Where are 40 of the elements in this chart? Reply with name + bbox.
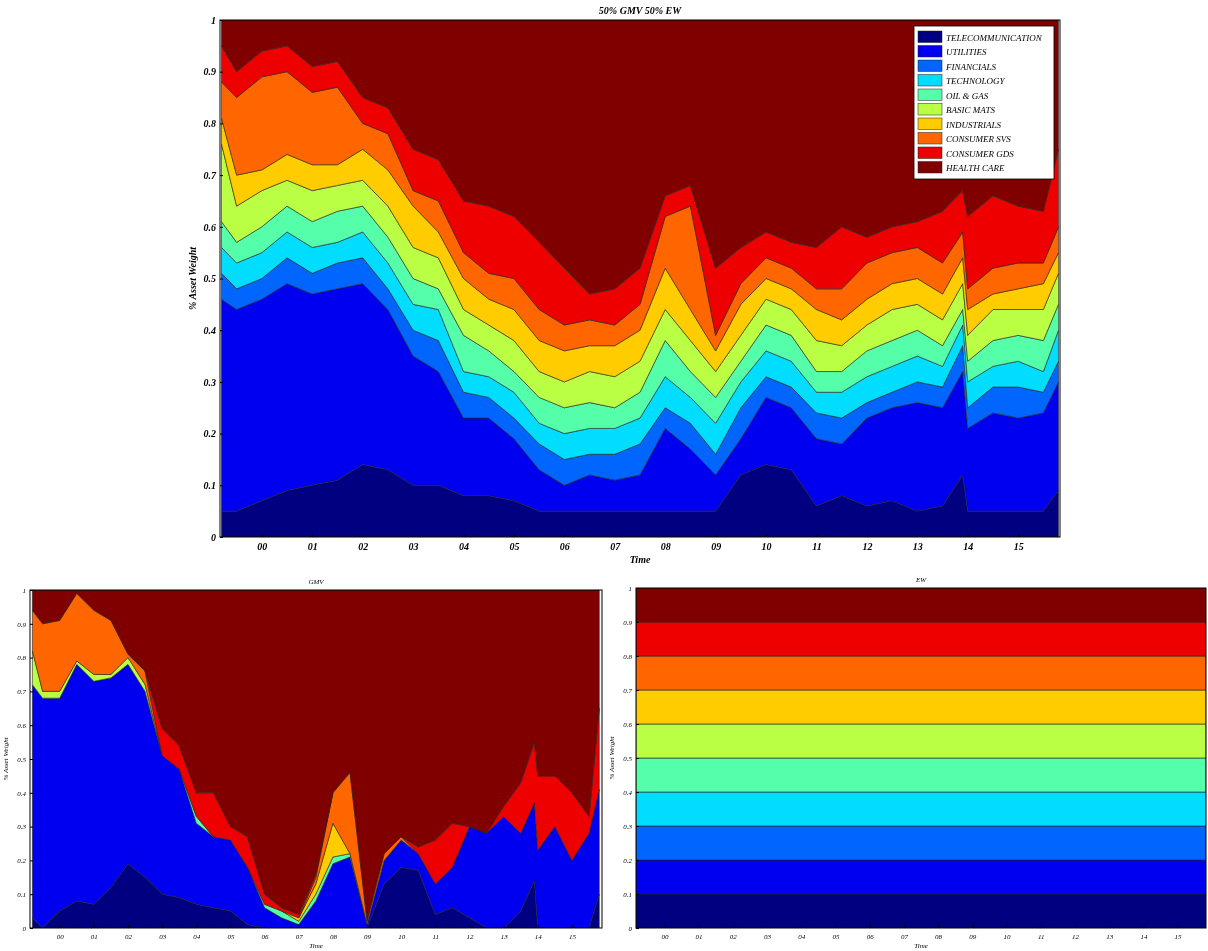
legend-label: UTILITIES — [946, 47, 987, 57]
legend-label: CONSUMER GDS — [946, 148, 1015, 159]
y-tick-label: 0.6 — [203, 221, 216, 233]
y-tick-label: 0.5 — [203, 273, 216, 285]
x-tick-label: 11 — [812, 541, 822, 553]
x-tick-label: 15 — [1013, 541, 1024, 553]
y-tick-label: 0.9 — [203, 66, 216, 78]
y-tick-label: 0.7 — [203, 169, 217, 181]
x-tick-label: 03 — [408, 541, 419, 553]
x-tick-label: 00 — [257, 541, 268, 553]
legend-label: TELECOMMUNICATION — [946, 32, 1043, 43]
y-tick-label: 0.8 — [203, 118, 216, 130]
legend-label: INDUSTRIALS — [945, 119, 1002, 130]
y-axis-title: % Asset Weight — [187, 245, 198, 311]
x-tick-label: 08 — [660, 541, 671, 553]
y-tick-label: 0.4 — [203, 324, 216, 336]
x-tick-label: 07 — [610, 541, 622, 553]
x-tick-label: 06 — [559, 541, 570, 553]
x-tick-label: 10 — [761, 541, 772, 553]
x-tick-label: 09 — [711, 541, 722, 553]
x-tick-label: 14 — [963, 541, 974, 553]
x-tick-label: 05 — [509, 541, 520, 553]
legend-label: CONSUMER SVS — [946, 134, 1012, 144]
x-tick-label: 12 — [862, 541, 873, 553]
y-tick-label: 0.2 — [203, 428, 216, 440]
x-tick-label: 13 — [912, 541, 923, 553]
legend-label: BASIC MATS — [946, 105, 996, 115]
x-tick-label: 01 — [307, 541, 318, 553]
chart-title: 50% GMV 50% EW — [598, 5, 683, 16]
y-tick-label: 0.3 — [203, 376, 216, 388]
legend-label: TECHNOLOGY — [946, 76, 1006, 86]
x-tick-label: 02 — [358, 541, 369, 553]
x-axis-title: Time — [629, 554, 651, 565]
legend-label: FINANCIALS — [945, 61, 997, 72]
y-tick-label: 1 — [211, 14, 216, 26]
series-label: HEALTH CARE — [945, 163, 1006, 173]
y-tick-label: 0.1 — [203, 480, 216, 491]
y-tick-label: 0 — [211, 531, 216, 543]
x-tick-label: 04 — [459, 541, 470, 553]
legend-label: OIL & GAS — [946, 90, 989, 101]
